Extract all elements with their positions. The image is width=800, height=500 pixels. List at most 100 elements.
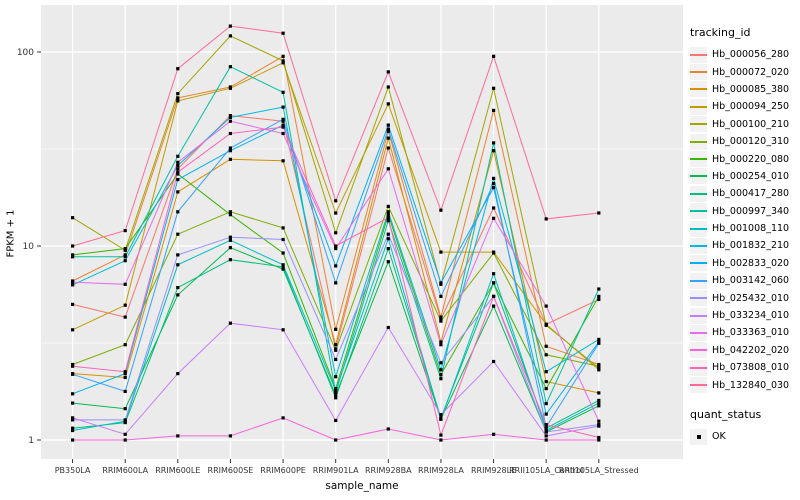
- data-point: [176, 67, 180, 71]
- data-point: [123, 315, 127, 319]
- data-point: [123, 255, 127, 259]
- legend-item: Hb_001008_110: [690, 220, 798, 237]
- legend-item: Hb_132840_030: [690, 376, 798, 394]
- data-point: [492, 359, 496, 364]
- data-point: [176, 167, 180, 171]
- data-point: [334, 391, 338, 395]
- data-point: [334, 327, 338, 331]
- data-point: [176, 263, 180, 267]
- data-point: [386, 204, 390, 208]
- data-point: [281, 90, 285, 94]
- legend-line-swatch: [690, 140, 707, 143]
- data-point: [281, 267, 285, 271]
- data-point: [281, 251, 285, 255]
- legend-key: [690, 290, 707, 307]
- data-point: [123, 282, 127, 286]
- legend-line-swatch: [690, 262, 707, 265]
- data-point: [544, 430, 548, 434]
- data-point: [281, 123, 285, 127]
- legend-item: Hb_042202_020: [690, 342, 798, 359]
- data-point: [544, 323, 548, 327]
- legend-item: Hb_000220_080: [690, 150, 798, 168]
- x-tick-label: RRIM600LA: [102, 466, 148, 475]
- legend-key: [690, 272, 707, 289]
- data-point: [281, 416, 285, 420]
- legend-item-label: Hb_000120_310: [712, 136, 790, 148]
- data-point: [597, 391, 601, 395]
- data-point: [439, 438, 443, 442]
- data-point: [386, 70, 390, 74]
- data-point: [281, 59, 285, 63]
- data-point: [544, 425, 548, 429]
- legend-line-swatch: [690, 210, 707, 213]
- data-point: [281, 54, 285, 58]
- data-point: [281, 263, 285, 267]
- data-point: [281, 105, 285, 109]
- data-point: [492, 216, 496, 220]
- legend-color-items: Hb_000056_280 Hb_000072_020 Hb_000085_380 H…: [690, 46, 798, 394]
- data-point: [386, 216, 390, 220]
- legend-title-tracking-id: tracking_id: [690, 26, 751, 39]
- data-point: [492, 186, 496, 190]
- data-point: [544, 370, 548, 374]
- legend-item: Hb_073808_010: [690, 359, 798, 376]
- legend-item-label: Hb_000254_010: [712, 170, 790, 182]
- data-point: [386, 123, 390, 127]
- data-point: [176, 190, 180, 194]
- data-point: [544, 412, 548, 416]
- data-point: [597, 362, 601, 367]
- legend-item-label: Hb_000085_380: [712, 83, 790, 95]
- legend-key: [690, 81, 707, 98]
- data-point: [439, 343, 443, 347]
- legend-item-label: Hb_003142_060: [712, 275, 790, 287]
- data-point: [334, 199, 338, 203]
- data-point: [492, 149, 496, 153]
- data-point: [386, 219, 390, 223]
- data-point: [439, 294, 443, 298]
- data-point: [228, 119, 232, 123]
- data-point: [386, 260, 390, 264]
- x-tick-label: RRIM600LE: [155, 466, 200, 475]
- data-point: [439, 250, 443, 254]
- legend-line-swatch: [690, 158, 707, 161]
- data-point: [386, 167, 390, 171]
- legend-key: [690, 307, 707, 324]
- data-point: [71, 255, 75, 259]
- data-point: [386, 213, 390, 217]
- legend-item-label: Hb_033234_010: [712, 310, 790, 322]
- data-point: [281, 265, 285, 269]
- data-point: [176, 96, 180, 100]
- legend-line-swatch: [690, 88, 707, 91]
- x-tick-label: RRIM928LE: [471, 466, 516, 475]
- legend-key: [690, 98, 707, 115]
- data-point: [386, 85, 390, 89]
- legend-key: [690, 133, 707, 150]
- data-point: [439, 377, 443, 381]
- data-point: [386, 247, 390, 251]
- y-tick-label: 1: [28, 436, 34, 446]
- data-point: [228, 115, 232, 119]
- legend-item: Hb_003142_060: [690, 272, 798, 289]
- legend-item-label: Hb_033363_010: [712, 327, 790, 339]
- data-point: [228, 86, 232, 90]
- legend-item: Hb_000100_210: [690, 116, 798, 133]
- data-point: [334, 231, 338, 235]
- data-point: [544, 434, 548, 438]
- legend-line-swatch: [690, 331, 707, 334]
- data-point: [597, 341, 601, 345]
- data-point: [176, 210, 180, 214]
- data-point: [597, 337, 601, 341]
- data-point: [492, 281, 496, 285]
- legend-item-label: Hb_132840_030: [712, 379, 790, 391]
- data-point: [176, 178, 180, 182]
- legend-spacer: [690, 394, 798, 408]
- data-point: [228, 157, 232, 161]
- legend-line-swatch: [690, 227, 707, 230]
- y-tick-label: 100: [17, 48, 34, 58]
- data-point: [334, 211, 338, 215]
- legend-item-label: OK: [712, 431, 726, 442]
- legend-line-swatch: [690, 71, 707, 74]
- data-point: [492, 108, 496, 112]
- data-point: [597, 211, 601, 215]
